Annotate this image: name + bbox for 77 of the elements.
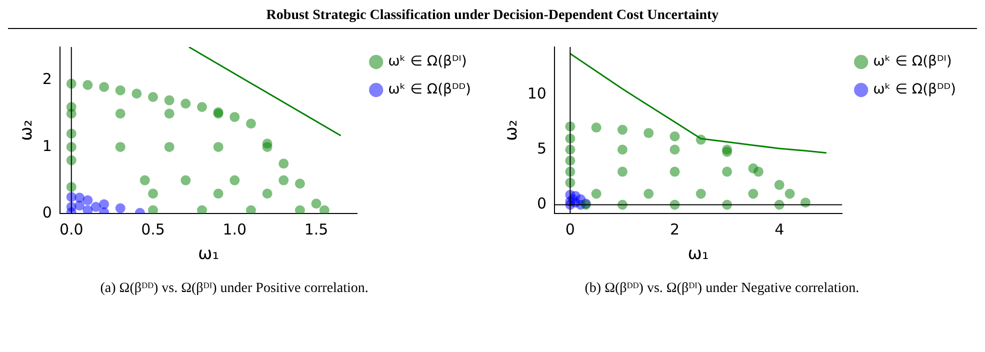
- x-tick-label: 1.5: [304, 220, 328, 238]
- text: (b) Ω(βᴰᴰ) vs. Ω(βᴰᴵ) under Negative correlation.: [584, 281, 860, 298]
- point: [116, 108, 126, 119]
- point: [91, 202, 102, 212]
- point: [82, 205, 93, 214]
- y-tick-label: 1: [42, 136, 52, 155]
- y-tick-label: 0: [42, 203, 52, 222]
- point: [643, 188, 654, 199]
- point: [116, 142, 126, 152]
- point: [591, 188, 602, 199]
- point: [246, 118, 256, 129]
- y-tick-label: 10: [527, 84, 546, 102]
- point: [99, 82, 110, 92]
- point: [591, 122, 602, 133]
- y-axis-title: ω₂: [501, 120, 522, 141]
- point: [82, 195, 93, 206]
- point: [148, 92, 158, 102]
- point: [214, 188, 224, 199]
- point: [753, 166, 764, 177]
- point: [180, 175, 191, 186]
- point: [230, 175, 240, 186]
- point: [278, 158, 289, 169]
- point: [617, 166, 628, 177]
- point: [295, 205, 306, 214]
- point: [670, 166, 680, 177]
- x-axis-title: ω₁: [688, 244, 709, 264]
- y-tick-label: 2: [42, 70, 52, 88]
- point: [670, 144, 680, 155]
- legend-label: ωᵏ ∈ Ω(βᴰᴰ): [872, 82, 956, 98]
- y-axis-title: ω₂: [16, 120, 37, 141]
- point: [617, 144, 628, 155]
- point: [670, 131, 680, 142]
- x-tick-label: 2: [670, 220, 680, 238]
- point: [246, 205, 256, 214]
- x-tick-label: 1.0: [222, 220, 247, 238]
- point: [774, 180, 784, 190]
- point: [164, 95, 175, 106]
- x-tick-label: 0.0: [60, 220, 84, 238]
- point: [164, 142, 175, 152]
- point: [140, 175, 150, 186]
- legend-label: ωᵏ ∈ Ω(βᴰᴵ): [872, 54, 952, 70]
- point: [197, 205, 208, 214]
- point: [262, 188, 273, 199]
- point: [696, 188, 706, 199]
- point: [295, 178, 306, 189]
- point: [748, 188, 758, 199]
- point: [132, 88, 142, 99]
- point: [320, 205, 330, 214]
- point: [116, 85, 126, 96]
- x-tick-label: 0: [565, 220, 575, 238]
- point: [82, 80, 93, 90]
- point: [262, 142, 273, 152]
- y-tick-label: 5: [536, 140, 546, 158]
- point: [278, 175, 289, 186]
- text: Robust Strategic Classification under Decision-Dependent Cost Uncertainty: [8, 8, 977, 29]
- point: [148, 205, 158, 214]
- point: [722, 166, 732, 177]
- legend-label: ωᵏ ∈ Ω(βᴰᴵ): [388, 54, 468, 70]
- point: [784, 188, 795, 199]
- point: [197, 102, 208, 112]
- point: [230, 112, 240, 122]
- point: [116, 203, 126, 214]
- point: [164, 108, 175, 119]
- point: [617, 124, 628, 135]
- point: [696, 134, 706, 145]
- legend-label: ωᵏ ∈ Ω(βᴰᴰ): [388, 82, 472, 98]
- x-tick-label: 0.5: [141, 220, 166, 238]
- y-tick-label: 0: [536, 194, 546, 213]
- point: [643, 128, 654, 138]
- point: [312, 198, 322, 209]
- point: [74, 200, 85, 211]
- point: [214, 142, 224, 152]
- x-axis-title: ω₁: [198, 244, 220, 264]
- point: [148, 188, 158, 199]
- x-tick-label: 4: [774, 220, 784, 238]
- text: (a) Ω(βᴰᴰ) vs. Ω(βᴰᴵ) under Positive correlation.: [100, 281, 370, 298]
- point: [180, 98, 191, 109]
